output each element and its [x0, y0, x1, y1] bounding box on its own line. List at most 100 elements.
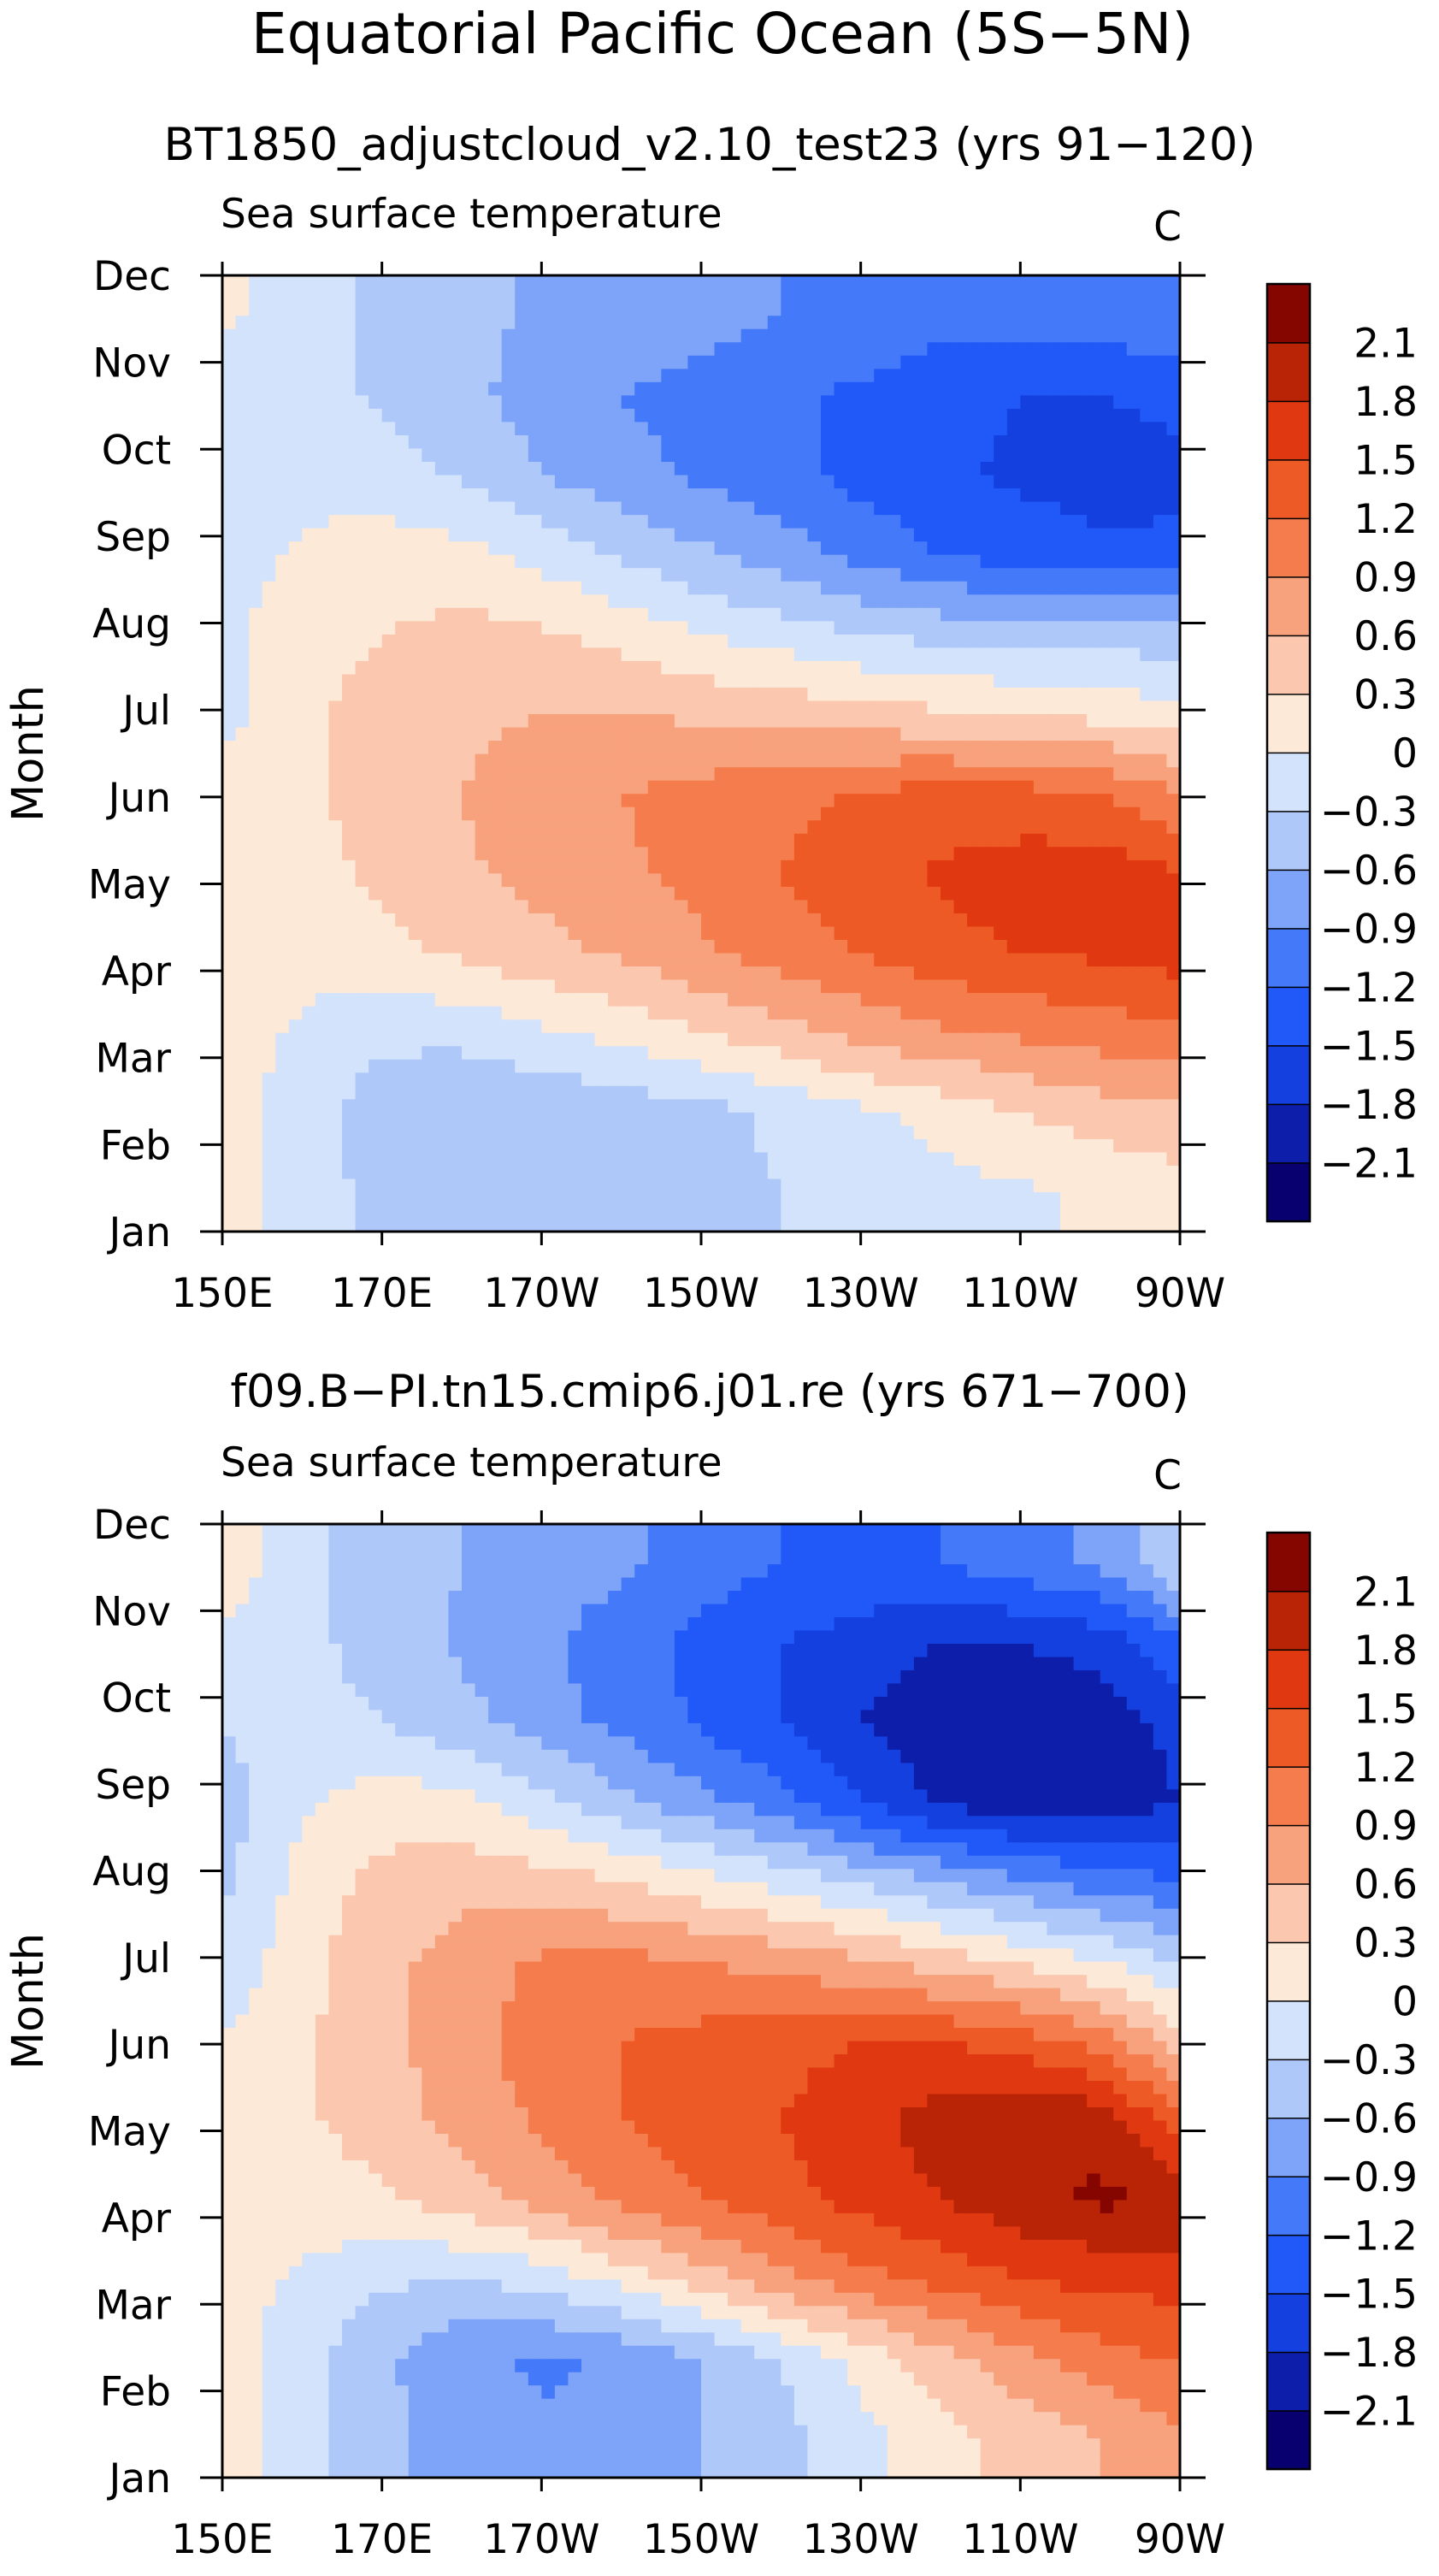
heatmap-cell	[887, 394, 901, 409]
heatmap-cell	[701, 408, 716, 422]
heatmap-cell	[1166, 978, 1181, 994]
heatmap-cell	[302, 315, 316, 329]
heatmap-cell	[807, 487, 822, 502]
heatmap-cell	[1033, 939, 1048, 954]
heatmap-cell	[687, 434, 702, 449]
heatmap-cell	[1153, 408, 1168, 422]
heatmap-cell	[1100, 992, 1114, 1007]
heatmap-cell	[1113, 713, 1128, 728]
heatmap-cell	[781, 673, 795, 688]
heatmap-cell	[222, 793, 237, 807]
heatmap-cell	[1113, 806, 1128, 821]
heatmap-cell	[222, 368, 237, 382]
heatmap-cell	[860, 1218, 875, 1232]
heatmap-cell	[913, 833, 929, 848]
heatmap-cell	[342, 952, 357, 967]
heatmap-cell	[621, 860, 635, 874]
heatmap-cell	[462, 700, 476, 715]
heatmap-cell	[1113, 500, 1128, 516]
heatmap-cell	[793, 1098, 809, 1113]
heatmap-cell	[434, 740, 450, 754]
heatmap-cell	[953, 620, 968, 635]
heatmap-cell	[1060, 899, 1075, 913]
heatmap-cell	[288, 634, 303, 648]
heatmap-cell	[887, 421, 901, 435]
heatmap-cell	[1166, 528, 1181, 542]
heatmap-cell	[541, 514, 556, 529]
heatmap-cell	[608, 780, 622, 795]
heatmap-cell	[448, 1098, 463, 1113]
heatmap-cell	[568, 899, 582, 913]
heatmap-cell	[754, 1191, 769, 1206]
heatmap-cell	[462, 355, 476, 369]
heatmap-cell	[621, 355, 635, 369]
heatmap-cell	[448, 899, 463, 913]
heatmap-cell	[488, 1072, 503, 1086]
heatmap-cell	[874, 594, 888, 608]
heatmap-cell	[422, 581, 436, 595]
heatmap-cell	[594, 1191, 609, 1206]
heatmap-cell	[448, 1218, 463, 1232]
heatmap-cell	[647, 687, 662, 701]
heatmap-cell	[422, 819, 436, 834]
heatmap-cell	[927, 1006, 941, 1020]
heatmap-cell	[222, 302, 237, 316]
heatmap-cell	[462, 1098, 476, 1113]
heatmap-cell	[900, 514, 915, 529]
heatmap-cell	[740, 952, 755, 967]
heatmap-cell	[1126, 1006, 1141, 1020]
heatmap-cell	[302, 1165, 316, 1179]
heatmap-cell	[728, 992, 742, 1007]
heatmap-cell	[608, 607, 622, 622]
heatmap-cell	[887, 647, 901, 661]
heatmap-cell	[235, 381, 250, 396]
heatmap-cell	[475, 607, 489, 622]
heatmap-cell	[994, 673, 1008, 688]
heatmap-cell	[288, 886, 303, 901]
heatmap-cell	[900, 780, 915, 795]
heatmap-cell	[887, 846, 901, 860]
heatmap-cell	[1073, 966, 1088, 980]
heatmap-cell	[475, 700, 489, 715]
heatmap-cell	[913, 1019, 929, 1033]
heatmap-cell	[1113, 952, 1128, 967]
heatmap-cell	[594, 673, 609, 688]
heatmap-cell	[953, 726, 968, 741]
heatmap-cell	[793, 474, 809, 489]
heatmap-cell	[462, 447, 476, 462]
heatmap-cell	[1113, 381, 1128, 396]
heatmap-cell	[434, 806, 450, 821]
heatmap-cell	[1087, 687, 1101, 701]
heatmap-cell	[647, 860, 662, 874]
heatmap-cell	[1113, 634, 1128, 648]
heatmap-cell	[980, 806, 994, 821]
heatmap-cell	[381, 381, 396, 396]
heatmap-cell	[594, 899, 609, 913]
heatmap-cell	[342, 554, 357, 569]
heatmap-cell	[501, 1032, 516, 1047]
heatmap-cell	[1113, 315, 1128, 329]
heatmap-cell	[874, 780, 888, 795]
heatmap-cell	[568, 341, 582, 356]
heatmap-cell	[754, 1019, 769, 1033]
heatmap-cell	[1126, 341, 1141, 356]
heatmap-cell	[302, 1032, 316, 1047]
heatmap-cell	[728, 474, 742, 489]
heatmap-cell	[887, 860, 901, 874]
heatmap-cell	[302, 925, 316, 940]
heatmap-cell	[887, 1059, 901, 1073]
heatmap-cell	[661, 341, 675, 356]
heatmap-cell	[927, 1098, 941, 1113]
heatmap-cell	[422, 434, 436, 449]
heatmap-cell	[674, 952, 689, 967]
heatmap-cell	[687, 1125, 702, 1139]
heatmap-cell	[674, 1165, 689, 1179]
heatmap-cell	[634, 673, 649, 688]
heatmap-cell	[249, 793, 263, 807]
heatmap-cell	[953, 925, 968, 940]
heatmap-cell	[874, 1165, 888, 1179]
heatmap-cell	[781, 886, 795, 901]
heatmap-cell	[980, 713, 994, 728]
heatmap-cell	[887, 1178, 901, 1193]
heatmap-cell	[821, 846, 835, 860]
